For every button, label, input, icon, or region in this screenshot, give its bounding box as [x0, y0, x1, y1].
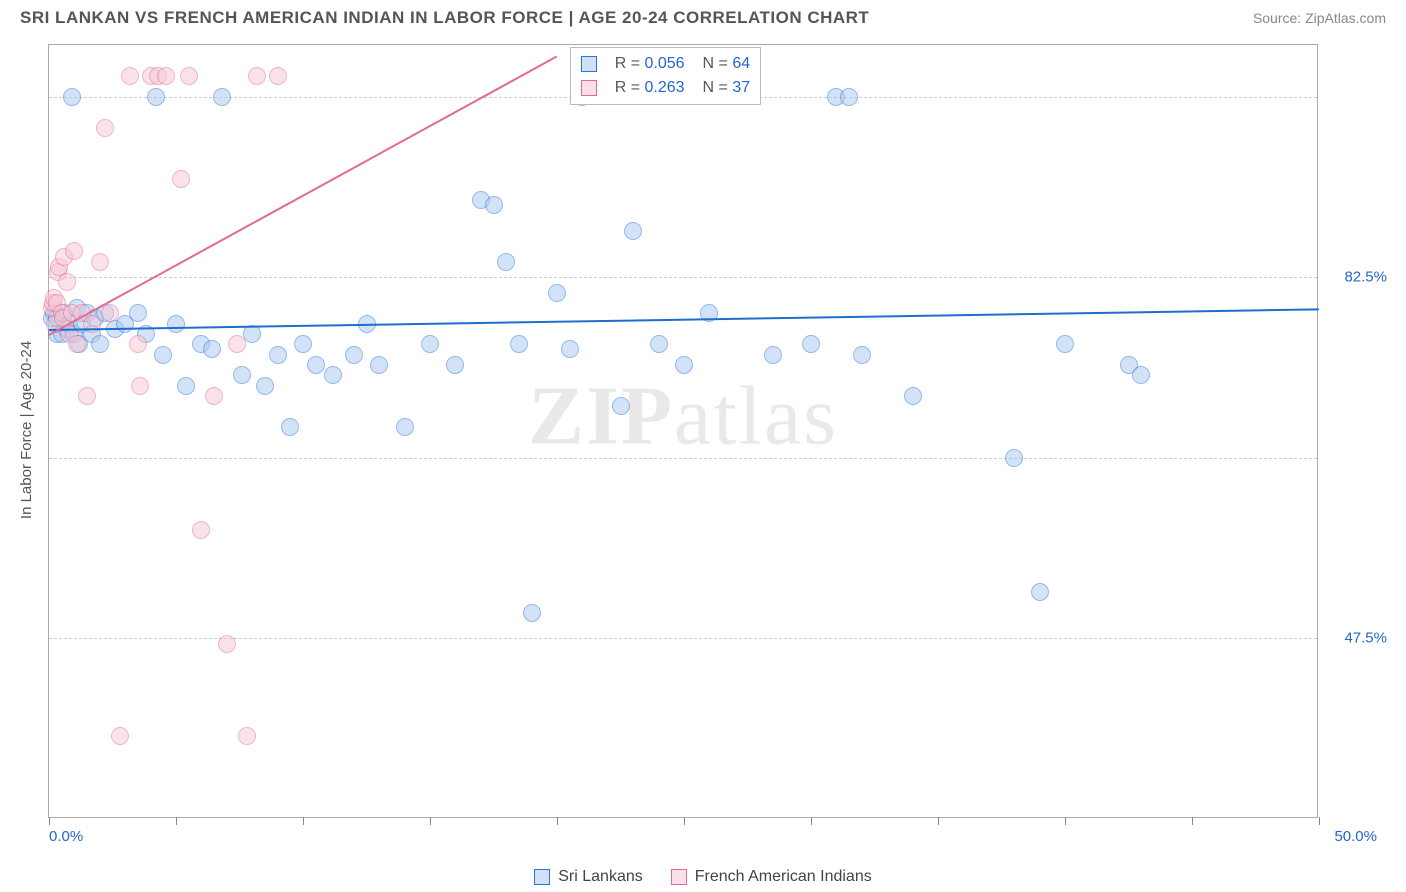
data-point — [370, 356, 388, 374]
legend-swatch-icon — [671, 869, 687, 885]
data-point — [203, 340, 221, 358]
legend-item-french-american-indians: French American Indians — [671, 868, 872, 886]
correlation-stats-box: R = 0.056N = 64R = 0.263N = 37 — [570, 47, 761, 105]
data-point — [58, 273, 76, 291]
data-point — [281, 418, 299, 436]
y-tick-label: 47.5% — [1327, 630, 1387, 647]
data-point — [233, 366, 251, 384]
series-swatch-icon — [581, 56, 597, 72]
source-attribution: Source: ZipAtlas.com — [1253, 10, 1386, 26]
data-point — [485, 196, 503, 214]
data-point — [904, 387, 922, 405]
data-point — [78, 387, 96, 405]
data-point — [172, 170, 190, 188]
x-tick-label: 0.0% — [49, 828, 83, 845]
trend-line — [49, 308, 1319, 331]
data-point — [324, 366, 342, 384]
data-point — [446, 356, 464, 374]
data-point — [131, 377, 149, 395]
data-point — [228, 335, 246, 353]
legend-label: French American Indians — [695, 868, 872, 886]
data-point — [180, 67, 198, 85]
x-tick — [811, 817, 812, 825]
data-point — [675, 356, 693, 374]
x-tick — [1065, 817, 1066, 825]
legend-label: Sri Lankans — [558, 868, 643, 886]
data-point — [101, 304, 119, 322]
gridline — [49, 638, 1317, 639]
gridline — [49, 277, 1317, 278]
data-point — [650, 335, 668, 353]
y-tick-label: 82.5% — [1327, 269, 1387, 286]
legend-swatch-icon — [534, 869, 550, 885]
data-point — [248, 67, 266, 85]
data-point — [91, 253, 109, 271]
gridline — [49, 458, 1317, 459]
data-point — [345, 346, 363, 364]
data-point — [68, 335, 86, 353]
data-point — [63, 88, 81, 106]
data-point — [213, 88, 231, 106]
x-tick — [684, 817, 685, 825]
data-point — [65, 242, 83, 260]
legend-item-sri-lankans: Sri Lankans — [534, 868, 643, 886]
x-tick — [938, 817, 939, 825]
stats-row: R = 0.056N = 64 — [581, 52, 750, 76]
data-point — [612, 397, 630, 415]
x-tick — [1192, 817, 1193, 825]
stats-row: R = 0.263N = 37 — [581, 76, 750, 100]
x-tick — [303, 817, 304, 825]
data-point — [764, 346, 782, 364]
data-point — [853, 346, 871, 364]
x-tick — [1319, 817, 1320, 825]
chart-plot-area: ZIPatlas 47.5%82.5%0.0%50.0%R = 0.056N =… — [48, 44, 1318, 818]
data-point — [510, 335, 528, 353]
data-point — [421, 335, 439, 353]
data-point — [96, 119, 114, 137]
data-point — [1132, 366, 1150, 384]
y-axis-label: In Labor Force | Age 20-24 — [18, 341, 35, 519]
data-point — [561, 340, 579, 358]
data-point — [129, 304, 147, 322]
data-point — [523, 604, 541, 622]
x-tick — [49, 817, 50, 825]
data-point — [167, 315, 185, 333]
data-point — [129, 335, 147, 353]
x-tick-label: 50.0% — [1334, 828, 1377, 845]
data-point — [238, 727, 256, 745]
data-point — [1031, 583, 1049, 601]
data-point — [396, 418, 414, 436]
data-point — [121, 67, 139, 85]
data-point — [91, 335, 109, 353]
watermark: ZIPatlas — [528, 367, 838, 464]
data-point — [1005, 449, 1023, 467]
data-point — [218, 635, 236, 653]
chart-title: SRI LANKAN VS FRENCH AMERICAN INDIAN IN … — [20, 8, 869, 28]
data-point — [269, 346, 287, 364]
data-point — [111, 727, 129, 745]
x-tick — [430, 817, 431, 825]
data-point — [177, 377, 195, 395]
series-swatch-icon — [581, 80, 597, 96]
data-point — [157, 67, 175, 85]
data-point — [307, 356, 325, 374]
x-tick — [557, 817, 558, 825]
x-tick — [176, 817, 177, 825]
legend: Sri Lankans French American Indians — [0, 868, 1406, 886]
data-point — [154, 346, 172, 364]
data-point — [205, 387, 223, 405]
data-point — [147, 88, 165, 106]
data-point — [1056, 335, 1074, 353]
data-point — [192, 521, 210, 539]
data-point — [294, 335, 312, 353]
data-point — [497, 253, 515, 271]
data-point — [802, 335, 820, 353]
data-point — [624, 222, 642, 240]
data-point — [548, 284, 566, 302]
data-point — [840, 88, 858, 106]
data-point — [269, 67, 287, 85]
data-point — [256, 377, 274, 395]
